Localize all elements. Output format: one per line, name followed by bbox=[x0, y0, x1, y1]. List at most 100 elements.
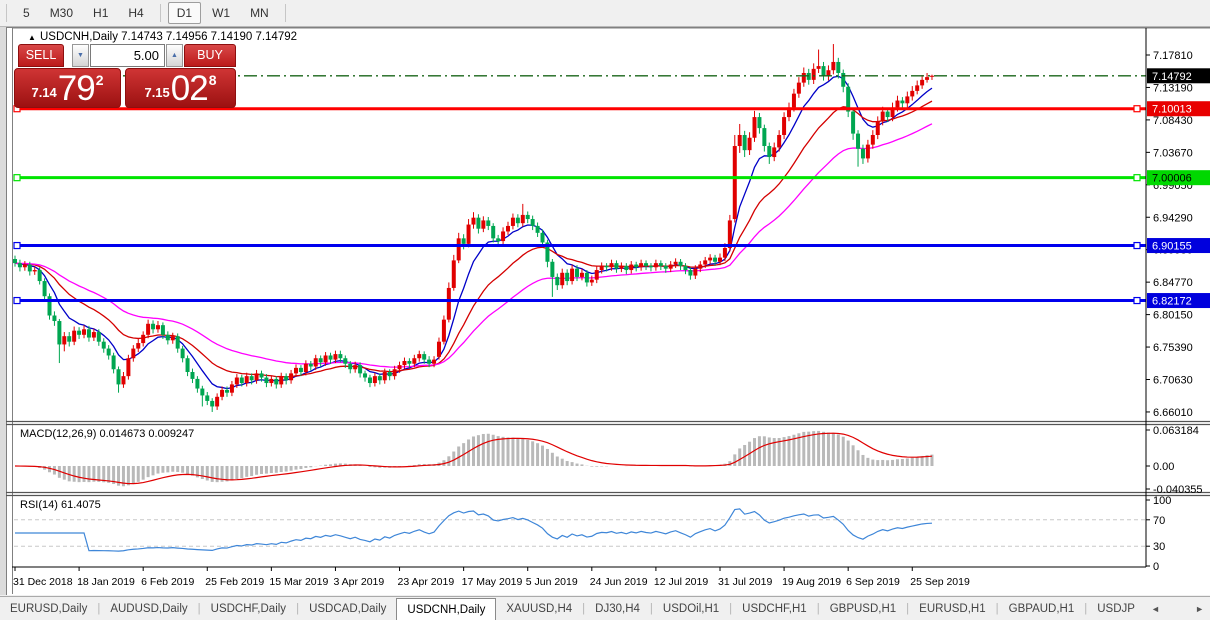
candle-body bbox=[303, 363, 308, 373]
chart-tab-usdoil-h1[interactable]: USDOil,H1 bbox=[662, 602, 720, 615]
candle-body bbox=[639, 263, 644, 268]
candle-body bbox=[451, 260, 456, 288]
tab-separator: | bbox=[816, 602, 820, 615]
candle-body bbox=[530, 219, 535, 226]
chart-tab-gbpusd-h1[interactable]: GBPUSD,H1 bbox=[829, 602, 897, 615]
chart-tab-usdcnh-daily[interactable]: USDCNH,Daily bbox=[396, 598, 497, 620]
price-tick-label: 7.13190 bbox=[1153, 82, 1193, 94]
candle-body bbox=[244, 376, 249, 384]
chart-tab-usdchf-h1[interactable]: USDCHF,H1 bbox=[742, 602, 807, 615]
timeframe-button-m30[interactable]: M30 bbox=[49, 6, 74, 20]
chart-tab-xauusd-h4[interactable]: XAUUSD,H4 bbox=[506, 602, 573, 615]
price-tick-label: 7.17810 bbox=[1153, 50, 1193, 62]
candle-body bbox=[269, 378, 274, 384]
candle-body bbox=[796, 82, 801, 94]
tab-separator: | bbox=[1084, 602, 1088, 615]
volume-decrease-button[interactable]: ▼ bbox=[72, 44, 89, 67]
candle-body bbox=[762, 128, 767, 147]
candle-body bbox=[782, 117, 787, 135]
candle-body bbox=[713, 257, 718, 262]
candle-body bbox=[634, 264, 639, 268]
tab-separator: | bbox=[97, 602, 101, 615]
chevron-down-icon: ▼ bbox=[77, 52, 84, 59]
date-tick-label: 18 Jan 2019 bbox=[77, 576, 135, 588]
chart-tab-eurusd-daily[interactable]: EURUSD,Daily bbox=[10, 602, 88, 615]
chart-tab-usdjp[interactable]: USDJP bbox=[1097, 602, 1135, 615]
buy-button[interactable]: BUY bbox=[184, 44, 236, 67]
candle-body bbox=[747, 137, 752, 151]
tab-scroll-left-icon[interactable]: ◄ bbox=[1150, 603, 1160, 614]
volume-input[interactable] bbox=[90, 44, 165, 67]
candle-body bbox=[427, 359, 432, 364]
candle-body bbox=[436, 341, 441, 357]
candle-body bbox=[920, 79, 925, 86]
tab-scroll-right-icon[interactable]: ► bbox=[1195, 603, 1204, 614]
chart-tab-gbpaud-h1[interactable]: GBPAUD,H1 bbox=[1008, 602, 1075, 615]
candle-body bbox=[791, 93, 796, 108]
candle-body bbox=[42, 281, 47, 297]
candle-body bbox=[37, 270, 42, 282]
candle-body bbox=[72, 330, 77, 342]
support-line-1-handle[interactable] bbox=[1133, 241, 1141, 250]
sell-quote-button[interactable]: 7.14 79 2 bbox=[14, 68, 121, 108]
date-tick-label: 31 Dec 2018 bbox=[13, 576, 73, 588]
chart-canvas[interactable]: 7.178107.131907.084307.036706.990506.942… bbox=[6, 27, 1210, 595]
timeframe-button-5[interactable]: 5 bbox=[23, 6, 30, 20]
volume-increase-button[interactable]: ▲ bbox=[166, 44, 183, 67]
support-line-2-handle[interactable] bbox=[13, 296, 21, 305]
candle-body bbox=[17, 263, 22, 268]
psych-level-line-handle[interactable] bbox=[1133, 174, 1141, 182]
psych-level-line-handle[interactable] bbox=[13, 174, 21, 182]
support-line-2-handle[interactable] bbox=[1133, 296, 1141, 305]
candle-body bbox=[210, 400, 215, 407]
buy-quote-button[interactable]: 7.15 02 8 bbox=[125, 68, 236, 108]
resistance-line-price-label-bg bbox=[1147, 101, 1210, 117]
chart-tab-audusd-daily[interactable]: AUDUSD,Daily bbox=[110, 602, 188, 615]
candle-body bbox=[604, 265, 609, 268]
support-line-1-handle[interactable] bbox=[13, 241, 21, 250]
candle-body bbox=[629, 264, 634, 271]
candle-body bbox=[294, 367, 299, 374]
candle-body bbox=[865, 144, 870, 159]
candle-body bbox=[13, 259, 17, 264]
sell-price-point: 2 bbox=[95, 72, 104, 88]
sell-button[interactable]: SELL bbox=[18, 44, 64, 67]
chart-tab-dj30-h4[interactable]: DJ30,H4 bbox=[595, 602, 640, 615]
date-tick-label: 5 Jun 2019 bbox=[526, 576, 578, 588]
timeframe-button-d1[interactable]: D1 bbox=[167, 2, 202, 24]
date-tick-label: 24 Jun 2019 bbox=[590, 576, 648, 588]
timeframe-button-h4[interactable]: H4 bbox=[128, 6, 144, 20]
chart-tab-usdchf-daily[interactable]: USDCHF,Daily bbox=[210, 602, 287, 615]
candle-body bbox=[412, 358, 417, 364]
chart-tab-eurusd-h1[interactable]: EURUSD,H1 bbox=[919, 602, 986, 615]
rsi-line bbox=[15, 508, 933, 552]
chart-tab-usdcad-daily[interactable]: USDCAD,Daily bbox=[309, 602, 387, 615]
candle-body bbox=[688, 270, 693, 276]
candle-body bbox=[146, 323, 151, 335]
price-tick-label: 6.70630 bbox=[1153, 375, 1193, 387]
candle-body bbox=[831, 61, 836, 71]
candle-body bbox=[890, 107, 895, 118]
price-tick-label: 6.80150 bbox=[1153, 310, 1193, 322]
chart-title: USDCNH,Daily 7.14743 7.14956 7.14190 7.1… bbox=[40, 31, 297, 43]
candle-body bbox=[772, 147, 777, 158]
resistance-line-handle[interactable] bbox=[1133, 105, 1141, 113]
candle-body bbox=[323, 355, 328, 363]
candle-body bbox=[185, 358, 190, 373]
candle-body bbox=[520, 214, 525, 224]
candle-body bbox=[885, 111, 890, 118]
timeframe-button-h1[interactable]: H1 bbox=[93, 6, 109, 20]
candle-body bbox=[565, 272, 570, 282]
candle-body bbox=[860, 148, 865, 159]
candle-body bbox=[215, 396, 220, 407]
candle-body bbox=[343, 358, 348, 364]
candle-body bbox=[560, 272, 565, 286]
candle-body bbox=[407, 360, 412, 364]
candle-body bbox=[506, 225, 510, 232]
timeframe-button-mn[interactable]: MN bbox=[250, 6, 269, 20]
candle-body bbox=[708, 257, 713, 261]
candle-body bbox=[624, 265, 629, 271]
timeframe-button-w1[interactable]: W1 bbox=[212, 6, 231, 20]
candle-body bbox=[579, 272, 584, 277]
